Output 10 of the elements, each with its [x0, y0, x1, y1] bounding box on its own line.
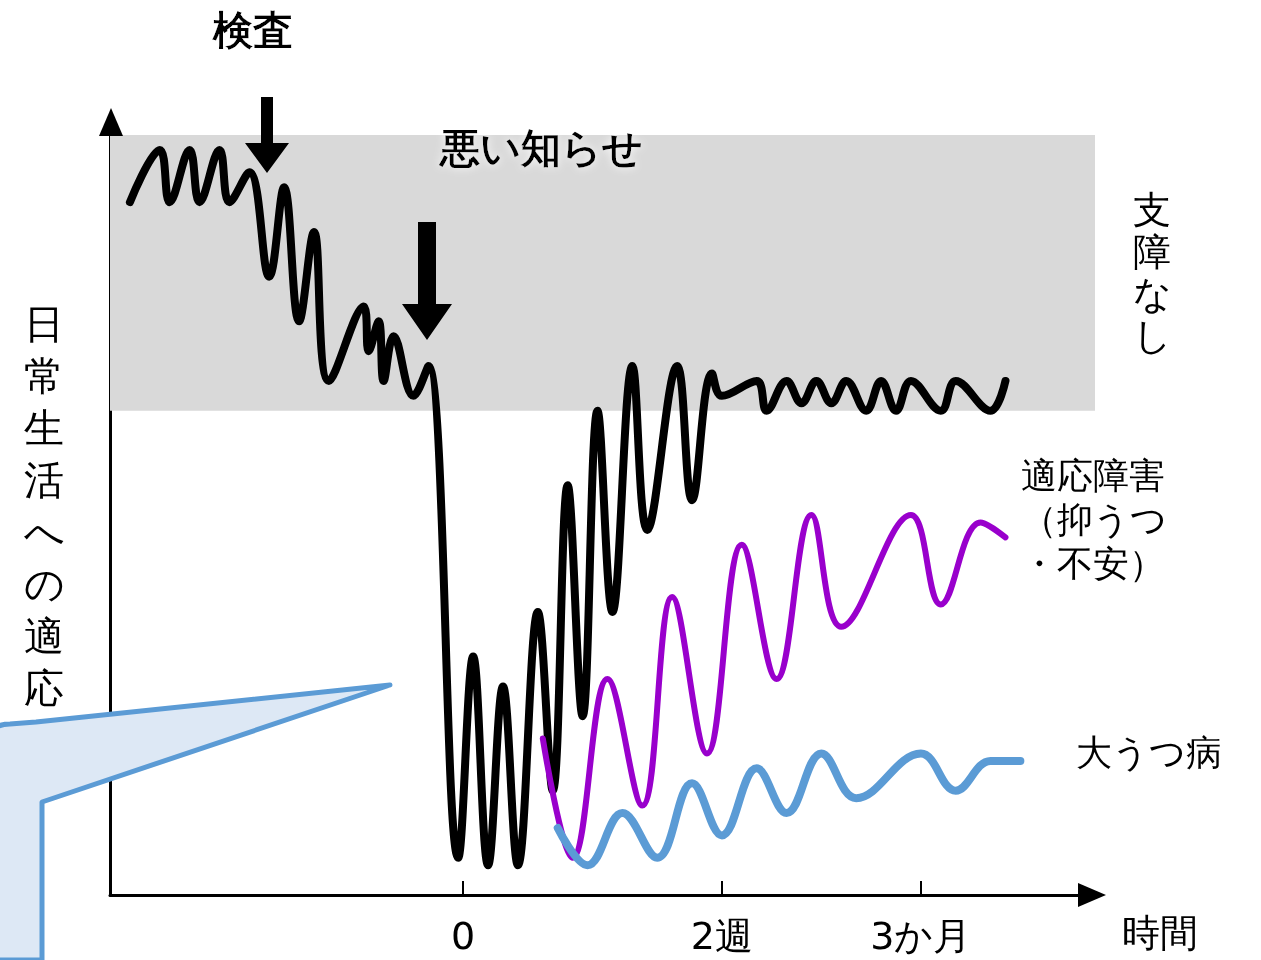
x-tick-label: 0	[451, 914, 476, 958]
x-axis-title: 時間	[1122, 911, 1198, 955]
series-label: 適応障害（抑うつ・不安）	[1021, 454, 1168, 584]
annotation: 悪い知らせ	[438, 125, 643, 171]
x-tick-label: 2週	[690, 914, 753, 958]
band-label: 支障なし	[1133, 187, 1172, 358]
y-axis-title: 日常生活への適応	[24, 302, 65, 710]
text: 検査	[212, 7, 293, 53]
series-label: 大うつ病	[1076, 732, 1223, 774]
x-tick-label: 3か月	[870, 914, 972, 958]
